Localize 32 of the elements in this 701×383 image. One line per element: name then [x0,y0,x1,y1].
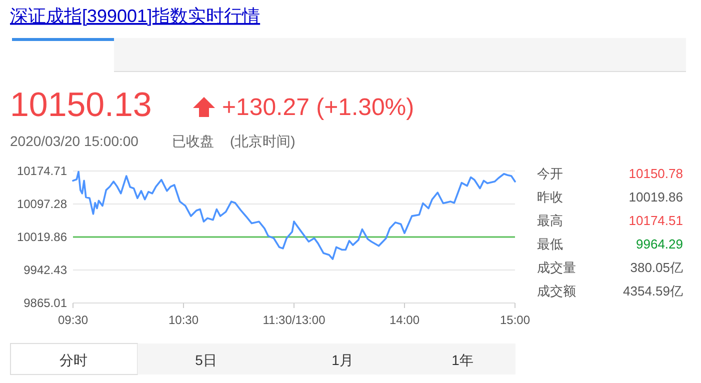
y-tick-label: 10097.28 [16,197,68,211]
text: 380.05亿 [630,260,683,275]
text: 10150.78 [628,166,683,181]
text: 9964.29 [636,236,683,252]
text: 昨收 [537,190,563,204]
text: 1年 [452,352,474,368]
text: 4354.59亿 [623,284,683,298]
y-tick-label: 10019.86 [16,230,68,244]
text: 10019.86 [628,190,683,204]
y-tick-label: 9865.01 [24,296,68,310]
text: 今开 [537,166,563,181]
chart-title: 深证成指[399001]指数实时行情 [10,6,260,26]
x-tick-label: 11:30/13:00 [262,313,326,327]
text: 最低 [537,236,563,252]
text: 成交额 [537,284,576,298]
y-tick-label: 10174.71 [16,164,68,178]
text: 5日 [195,352,217,368]
text: 成交量 [537,260,576,275]
y-tick-label: 9942.43 [24,263,68,277]
text: 10174.51 [628,213,683,228]
x-tick-label: 14:00 [389,313,420,327]
text: 最高 [537,213,563,228]
text: 1月 [332,352,354,368]
x-tick-label: 09:30 [58,313,88,327]
text: 2020/03/20 15:00:00 [10,133,139,149]
x-tick-label: 10:30 [168,313,199,327]
text: (北京时间) [230,133,296,149]
text: 10150.13 [10,86,152,124]
text: +130.27 (+1.30%) [222,94,414,121]
text: 已收盘 [172,133,214,149]
text: 分时 [60,352,88,368]
x-tick-label: 15:00 [500,313,530,327]
